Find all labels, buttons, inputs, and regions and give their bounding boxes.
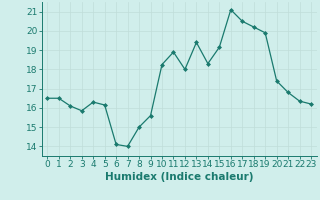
X-axis label: Humidex (Indice chaleur): Humidex (Indice chaleur) <box>105 172 253 182</box>
